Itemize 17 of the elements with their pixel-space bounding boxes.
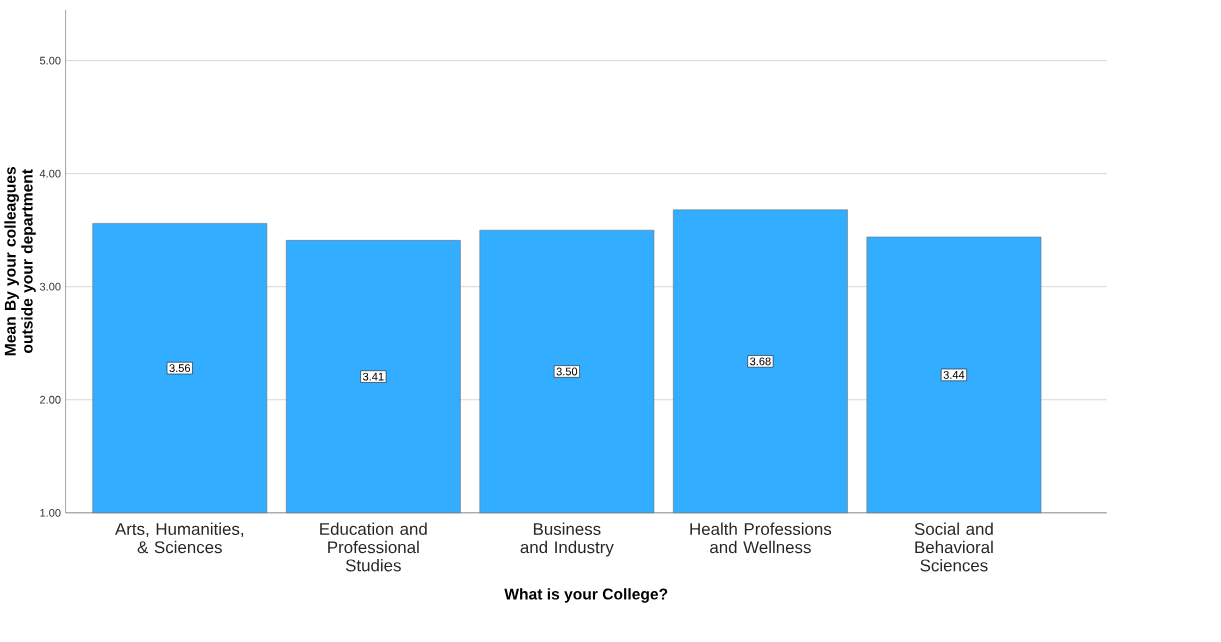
x-axis-title: What is your College? — [504, 588, 668, 603]
y-tick-label: 4.00 — [39, 170, 61, 178]
y-axis-title: Mean By your colleagues outside your department — [4, 167, 36, 356]
data-label: 3.50 — [556, 367, 578, 376]
x-tick-label: Arts, Humanities, & Sciences — [115, 522, 244, 554]
data-label: 3.41 — [363, 372, 384, 381]
data-label: 3.68 — [750, 357, 771, 366]
data-label: 3.56 — [169, 364, 191, 373]
x-tick-label: Education and Professional Studies — [320, 522, 427, 572]
y-tick-label: 2.00 — [40, 396, 61, 404]
x-tick-label: Social and Behavioral Sciences — [914, 522, 993, 572]
x-tick-label: Health Professions and Wellness — [690, 522, 832, 554]
y-tick-label: 5.00 — [39, 56, 61, 65]
x-tick-label: Business and Industry — [520, 522, 614, 557]
y-tick-label: 1.00 — [40, 509, 61, 517]
y-tick-label: 3.00 — [39, 283, 61, 291]
data-label: 3.44 — [943, 371, 965, 380]
